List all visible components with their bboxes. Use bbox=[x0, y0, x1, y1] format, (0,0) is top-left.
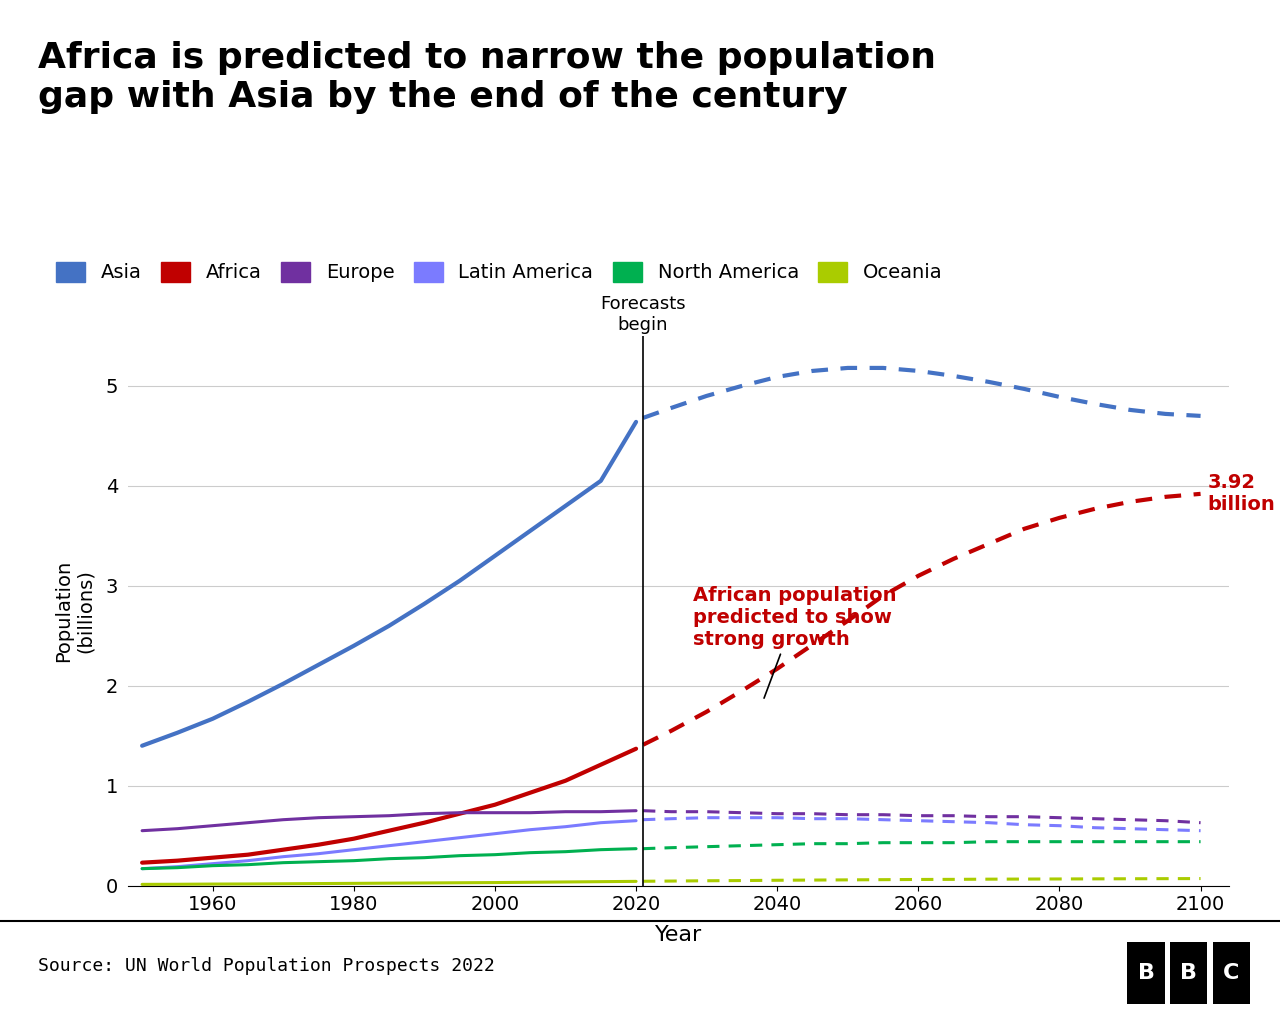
Legend: Asia, Africa, Europe, Latin America, North America, Oceania: Asia, Africa, Europe, Latin America, Nor… bbox=[49, 254, 950, 290]
Text: B: B bbox=[1180, 963, 1197, 983]
Text: Source: UN World Population Prospects 2022: Source: UN World Population Prospects 20… bbox=[38, 957, 495, 975]
FancyBboxPatch shape bbox=[1128, 942, 1165, 1004]
X-axis label: Year: Year bbox=[655, 925, 701, 946]
Text: Forecasts
begin: Forecasts begin bbox=[600, 295, 686, 334]
FancyBboxPatch shape bbox=[1212, 942, 1251, 1004]
FancyBboxPatch shape bbox=[1170, 942, 1207, 1004]
Y-axis label: Population
(billions): Population (billions) bbox=[54, 560, 95, 662]
Text: Africa is predicted to narrow the population
gap with Asia by the end of the cen: Africa is predicted to narrow the popula… bbox=[38, 41, 937, 114]
Text: African population
predicted to show
strong growth: African population predicted to show str… bbox=[692, 585, 896, 698]
Text: C: C bbox=[1224, 963, 1239, 983]
Text: B: B bbox=[1138, 963, 1155, 983]
Text: 3.92
billion: 3.92 billion bbox=[1207, 473, 1275, 514]
